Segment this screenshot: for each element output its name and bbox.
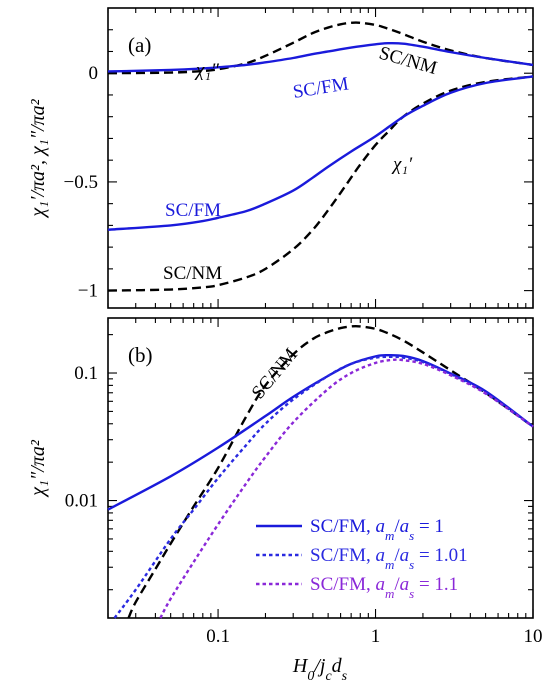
series-line-b-0 bbox=[127, 324, 534, 619]
panel-b-frame bbox=[107, 317, 534, 619]
annot-a-sc-fm-top: SC/FM bbox=[291, 73, 350, 103]
y-tick-label: 0.1 bbox=[74, 363, 98, 384]
series-line-b-2 bbox=[113, 355, 534, 619]
series-line-b-3 bbox=[159, 358, 534, 619]
series-line-a-1 bbox=[107, 41, 534, 73]
legend-entry-text: SC/FM, am/as = 1 bbox=[310, 516, 444, 543]
y-tick-label: −1 bbox=[78, 281, 98, 302]
panel-b-label: (b) bbox=[128, 343, 153, 367]
panel-a-ylabel: χ₁′/πa², χ₁″/πa² bbox=[27, 98, 49, 218]
y-tick-label: −0.5 bbox=[64, 172, 98, 193]
annot-a-chi-double-prime: χ₁″ bbox=[194, 60, 220, 81]
annot-a-sc-nm-bottom: SC/NM bbox=[163, 263, 222, 284]
y-tick-label: 0.01 bbox=[65, 491, 98, 512]
panel-b-legend: SC/FM, am/as = 1SC/FM, am/as = 1.01SC/FM… bbox=[256, 516, 468, 601]
x-axis-label: H0/jcds bbox=[292, 655, 348, 683]
x-tick-label: 10 bbox=[524, 626, 543, 647]
series-line-b-1 bbox=[107, 353, 534, 511]
annot-b-sc-nm: SC/NM bbox=[248, 344, 302, 403]
annot-a-chi-prime: χ₁′ bbox=[391, 154, 413, 175]
series-line-a-0 bbox=[107, 21, 534, 75]
panel-a-frame bbox=[107, 7, 534, 309]
legend-entry-text: SC/FM, am/as = 1.1 bbox=[310, 574, 458, 601]
series-line-a-3 bbox=[107, 75, 534, 231]
panel-a-series bbox=[107, 21, 534, 292]
panel-b-ylabel: χ₁″/πa² bbox=[27, 439, 49, 498]
panel-b-series bbox=[107, 324, 534, 619]
y-tick-label: 0 bbox=[89, 63, 99, 84]
panel-a-label: (a) bbox=[128, 33, 151, 57]
x-tick-label: 0.1 bbox=[206, 626, 230, 647]
panel-a-ticks: 0 −0.5 −1 bbox=[64, 8, 534, 308]
panel-b-ticks: 0.01 0.1 0.1 1 10 bbox=[65, 318, 543, 647]
legend-entry-text: SC/FM, am/as = 1.01 bbox=[310, 545, 468, 572]
annot-a-sc-fm-bottom: SC/FM bbox=[165, 200, 221, 221]
series-line-a-2 bbox=[107, 75, 534, 292]
x-tick-label: 1 bbox=[371, 626, 381, 647]
